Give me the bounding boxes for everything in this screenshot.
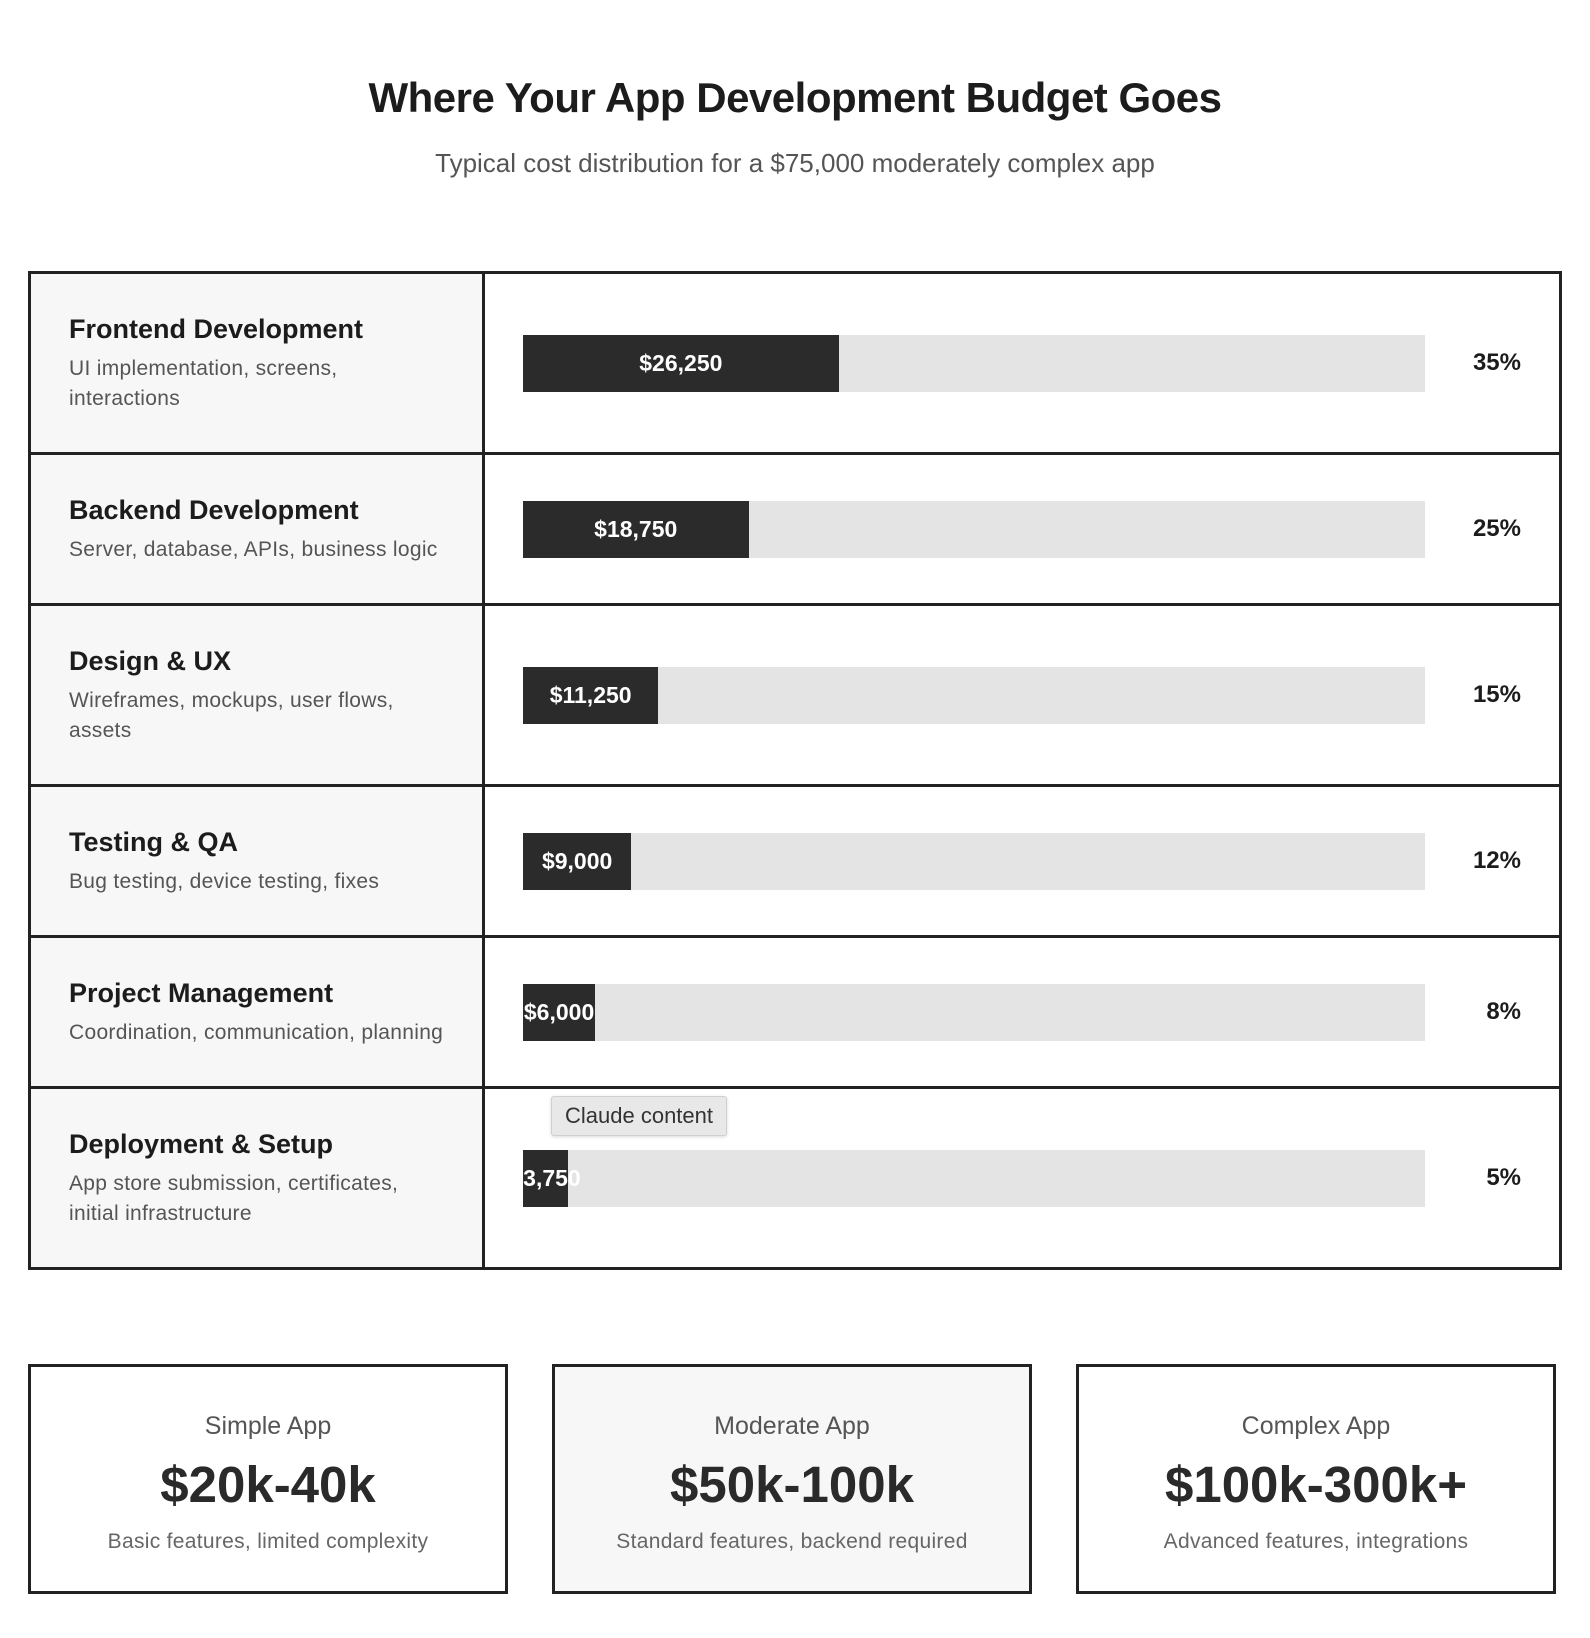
- category-cell: Project Management Coordination, communic…: [31, 938, 485, 1086]
- table-row: Deployment & Setup App store submission, …: [31, 1086, 1559, 1267]
- tier-description: Advanced features, integrations: [1163, 1530, 1469, 1553]
- bar-value-label: $6,000: [523, 998, 595, 1025]
- budget-table: Frontend Development UI implementation, s…: [28, 271, 1562, 1270]
- bar-track: $9,000: [523, 832, 1425, 890]
- table-row: Frontend Development UI implementation, s…: [31, 274, 1559, 452]
- bar-value-label: $3,750: [523, 1164, 581, 1191]
- chart-title: Where Your App Development Budget Goes: [368, 74, 1223, 121]
- bar-cell: $6,000 8% Claude content: [485, 938, 1559, 1136]
- percent-label: 8%: [1486, 998, 1521, 1025]
- percent-label: 35%: [1472, 349, 1521, 376]
- bar-cell: $26,250 35%: [485, 274, 1559, 452]
- category-name: Backend Development: [69, 495, 359, 525]
- percent-label: 5%: [1486, 1164, 1521, 1191]
- category-name: Project Management: [69, 978, 334, 1008]
- table-row: Design & UX Wireframes, mockups, user flo…: [31, 603, 1559, 784]
- tier-card: Moderate App $50k-100k Standard features, …: [552, 1364, 1032, 1594]
- category-description: Coordination, communication, planning: [69, 1021, 444, 1044]
- bar-value-label: $26,250: [639, 349, 723, 376]
- table-row: Project Management Coordination, communic…: [31, 935, 1559, 1136]
- tier-range: $20k-40k: [160, 1456, 376, 1513]
- category-description: Bug testing, device testing, fixes: [69, 870, 380, 893]
- bar-cell: $11,250 15%: [485, 606, 1559, 784]
- category-cell: Testing & QA Bug testing, device testing,…: [31, 787, 485, 935]
- bar: $3,750: [523, 1149, 581, 1207]
- bar-track: $3,750: [523, 1149, 1425, 1207]
- tier-range: $50k-100k: [670, 1456, 914, 1513]
- category-description: Server, database, APIs, business logic: [69, 538, 438, 561]
- bar: $6,000: [523, 983, 596, 1041]
- tier-card: Simple App $20k-40k Basic features, limite…: [28, 1364, 508, 1594]
- category-cell: Backend Development Server, database, API…: [31, 455, 485, 603]
- category-description: Wireframes, mockups, user flows, assets: [69, 689, 394, 742]
- chart-subtitle: Typical cost distribution for a $75,000 …: [435, 148, 1155, 178]
- category-name: Design & UX: [69, 646, 232, 676]
- percent-label: 12%: [1472, 847, 1521, 874]
- bar-cell: $3,750 5%: [485, 1089, 1559, 1267]
- tooltip: Claude content: [551, 1096, 727, 1136]
- category-cell: Design & UX Wireframes, mockups, user flo…: [31, 606, 485, 784]
- bar: $18,750: [523, 500, 749, 558]
- tier-name: Simple App: [204, 1412, 332, 1440]
- bar: $11,250: [523, 666, 659, 724]
- bar-track: $11,250: [523, 666, 1425, 724]
- percent-label: 25%: [1472, 515, 1521, 542]
- bar-value-label: $11,250: [549, 681, 632, 708]
- bar-track: $26,250: [523, 334, 1425, 392]
- bar-cell: $18,750 25%: [485, 455, 1559, 603]
- category-description: App store submission, certificates, init…: [69, 1172, 399, 1225]
- bar-value-label: $9,000: [541, 847, 613, 874]
- tier-name: Moderate App: [714, 1412, 870, 1440]
- category-cell: Deployment & Setup App store submission, …: [31, 1089, 485, 1267]
- bar-track: $18,750: [523, 500, 1425, 558]
- bar-value-label: $18,750: [594, 515, 678, 542]
- category-name: Frontend Development: [69, 314, 364, 344]
- table-row: Backend Development Server, database, API…: [31, 452, 1559, 603]
- table-row: Testing & QA Bug testing, device testing,…: [31, 784, 1559, 935]
- tier-description: Standard features, backend required: [616, 1530, 968, 1553]
- percent-label: 15%: [1472, 681, 1521, 708]
- category-cell: Frontend Development UI implementation, s…: [31, 274, 485, 452]
- category-name: Deployment & Setup: [69, 1129, 334, 1159]
- bar-cell: $9,000 12%: [485, 787, 1559, 935]
- tier-name: Complex App: [1241, 1412, 1391, 1440]
- category-name: Testing & QA: [69, 827, 239, 857]
- tier-card: Complex App $100k-300k+ Advanced features,…: [1076, 1364, 1556, 1594]
- category-description: UI implementation, screens, interactions: [69, 357, 338, 410]
- tier-range: $100k-300k+: [1164, 1456, 1468, 1513]
- bar: $9,000: [523, 832, 632, 890]
- bar-track: $6,000: [523, 983, 1425, 1041]
- tier-description: Basic features, limited complexity: [107, 1530, 429, 1553]
- bar: $26,250: [523, 334, 839, 392]
